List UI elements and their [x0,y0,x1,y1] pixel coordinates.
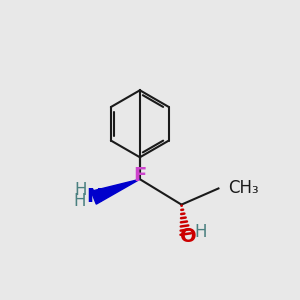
Polygon shape [91,179,140,204]
Text: O: O [180,227,196,247]
Text: H: H [74,192,86,210]
Text: H: H [195,223,207,241]
Text: N: N [87,187,103,206]
Text: H: H [75,181,87,199]
Text: F: F [133,166,146,185]
Text: CH₃: CH₃ [228,179,259,197]
